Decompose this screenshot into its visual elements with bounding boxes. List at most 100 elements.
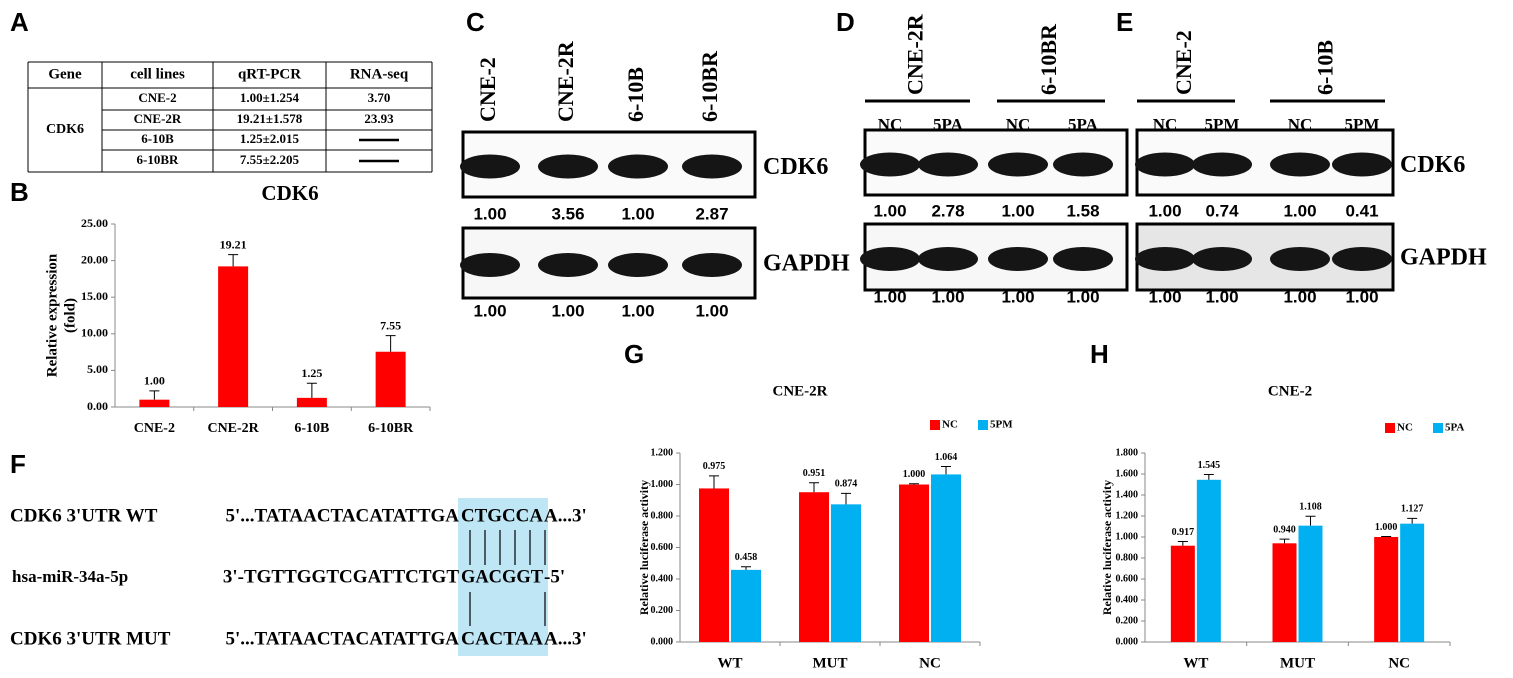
value-label: 0.917 xyxy=(1172,527,1195,538)
chart-title: CNE-2 xyxy=(1268,383,1312,399)
sequence-site: CTGCCA xyxy=(461,505,543,526)
blot-target: CDK6 xyxy=(763,154,828,180)
bar xyxy=(1400,523,1425,642)
blot-band xyxy=(608,154,668,179)
legend-label: 5PM xyxy=(990,419,1013,431)
table-cell: 1.00±1.254 xyxy=(240,90,300,105)
error-bar xyxy=(1407,517,1418,524)
value-label: 1.25 xyxy=(301,366,322,380)
bar xyxy=(1374,537,1399,642)
band-value: 1.00 xyxy=(1205,287,1238,306)
band-value: 1.00 xyxy=(473,301,506,320)
panel-label: F xyxy=(10,449,26,479)
value-label: 0.940 xyxy=(1273,524,1296,535)
table-header: qRT-PCR xyxy=(238,66,301,82)
y-tick-label: 0.200 xyxy=(651,605,674,616)
value-label: 0.975 xyxy=(703,461,726,472)
blot-band xyxy=(538,253,598,277)
bar xyxy=(1272,543,1297,642)
band-value: 1.00 xyxy=(621,301,654,320)
value-label: 0.458 xyxy=(735,552,758,563)
value-label: 1.000 xyxy=(1375,522,1398,533)
bar xyxy=(931,474,961,642)
x-tick-label: CNE-2 xyxy=(134,421,175,436)
legend-swatch xyxy=(1385,423,1395,433)
table-cell: 1.25±2.015 xyxy=(240,131,300,146)
sequence-left: 3'-TGTTGGTCGATTCTGT xyxy=(223,566,459,587)
value-label: 1.108 xyxy=(1299,502,1322,513)
blot-band xyxy=(1270,152,1330,177)
lane-label: CNE-2R xyxy=(553,40,578,122)
bar xyxy=(1298,525,1323,642)
band-value: 2.87 xyxy=(695,204,728,223)
bar xyxy=(296,397,327,407)
band-value: 1.00 xyxy=(1283,201,1316,220)
y-tick-label: 1.600 xyxy=(1116,468,1139,479)
lane-label: 5PA xyxy=(933,115,964,134)
x-tick-label: MUT xyxy=(813,655,848,671)
pairing-lines xyxy=(469,530,546,626)
table-header: cell lines xyxy=(130,66,185,82)
blot-band xyxy=(1135,247,1195,271)
panel-label: D xyxy=(836,7,855,37)
panel-label: E xyxy=(1116,7,1133,37)
sequence-site: CACTAA xyxy=(461,628,543,649)
bar xyxy=(799,492,829,642)
y-tick-label: 0.000 xyxy=(1116,636,1139,647)
lane-label: NC xyxy=(1288,115,1313,134)
blot-band xyxy=(918,247,978,271)
x-tick-label: 6-10BR xyxy=(368,421,414,436)
legend-label: NC xyxy=(1397,422,1413,434)
y-tick-label: 1.000 xyxy=(651,479,674,490)
value-label: 19.21 xyxy=(220,237,247,251)
lane-label: 6-10B xyxy=(623,67,648,122)
legend-label: NC xyxy=(942,419,958,431)
y-tick-label: 1.400 xyxy=(1116,489,1139,500)
panel-label: B xyxy=(10,177,29,207)
error-bar xyxy=(941,466,951,475)
lane-label: NC xyxy=(878,115,903,134)
y-tick-label: 25.00 xyxy=(81,216,108,230)
y-axis-label: Relative expression xyxy=(44,253,60,377)
y-tick-label: 0.000 xyxy=(651,636,674,647)
band-value: 1.00 xyxy=(1345,287,1378,306)
error-bar xyxy=(841,492,851,505)
blot-band xyxy=(860,247,920,271)
blot-band xyxy=(1270,247,1330,271)
blot-band xyxy=(918,152,978,177)
error-bar xyxy=(149,390,160,400)
lane-label: 5PM xyxy=(1345,115,1380,134)
blot-band xyxy=(538,154,598,179)
sequence-left: 5'...TATAACTACATATTGA xyxy=(226,628,460,649)
bar xyxy=(831,504,861,642)
blot-band xyxy=(988,247,1048,271)
value-label: 0.951 xyxy=(803,468,826,479)
legend-swatch xyxy=(1433,423,1443,433)
panel-label: H xyxy=(1090,339,1109,369)
value-label: 1.127 xyxy=(1401,504,1424,515)
band-value: 1.00 xyxy=(873,287,906,306)
band-value: 3.56 xyxy=(551,204,584,223)
band-value: 1.00 xyxy=(1001,287,1034,306)
group-label: 6-10BR xyxy=(1036,23,1061,95)
band-value: 1.00 xyxy=(621,204,654,223)
blot-control: GAPDH xyxy=(1400,245,1487,271)
sequence-right: A...3' xyxy=(544,628,587,649)
blot-band xyxy=(682,154,742,179)
blot-target: CDK6 xyxy=(1400,152,1465,178)
panel-label: A xyxy=(10,7,29,37)
y-tick-label: 0.800 xyxy=(651,510,674,521)
group-label: 6-10B xyxy=(1313,40,1338,95)
binding-site-highlight xyxy=(458,498,548,656)
blot-band xyxy=(988,152,1048,177)
error-bar xyxy=(1177,541,1188,546)
table-cell: 6-10BR xyxy=(137,152,180,167)
band-value: 1.58 xyxy=(1066,201,1099,220)
error-bar xyxy=(709,475,719,489)
blot-band xyxy=(460,154,520,179)
blot-band xyxy=(608,253,668,277)
lane-label: NC xyxy=(1153,115,1178,134)
value-label: 1.064 xyxy=(935,452,958,463)
chart-title: CNE-2R xyxy=(773,383,828,399)
